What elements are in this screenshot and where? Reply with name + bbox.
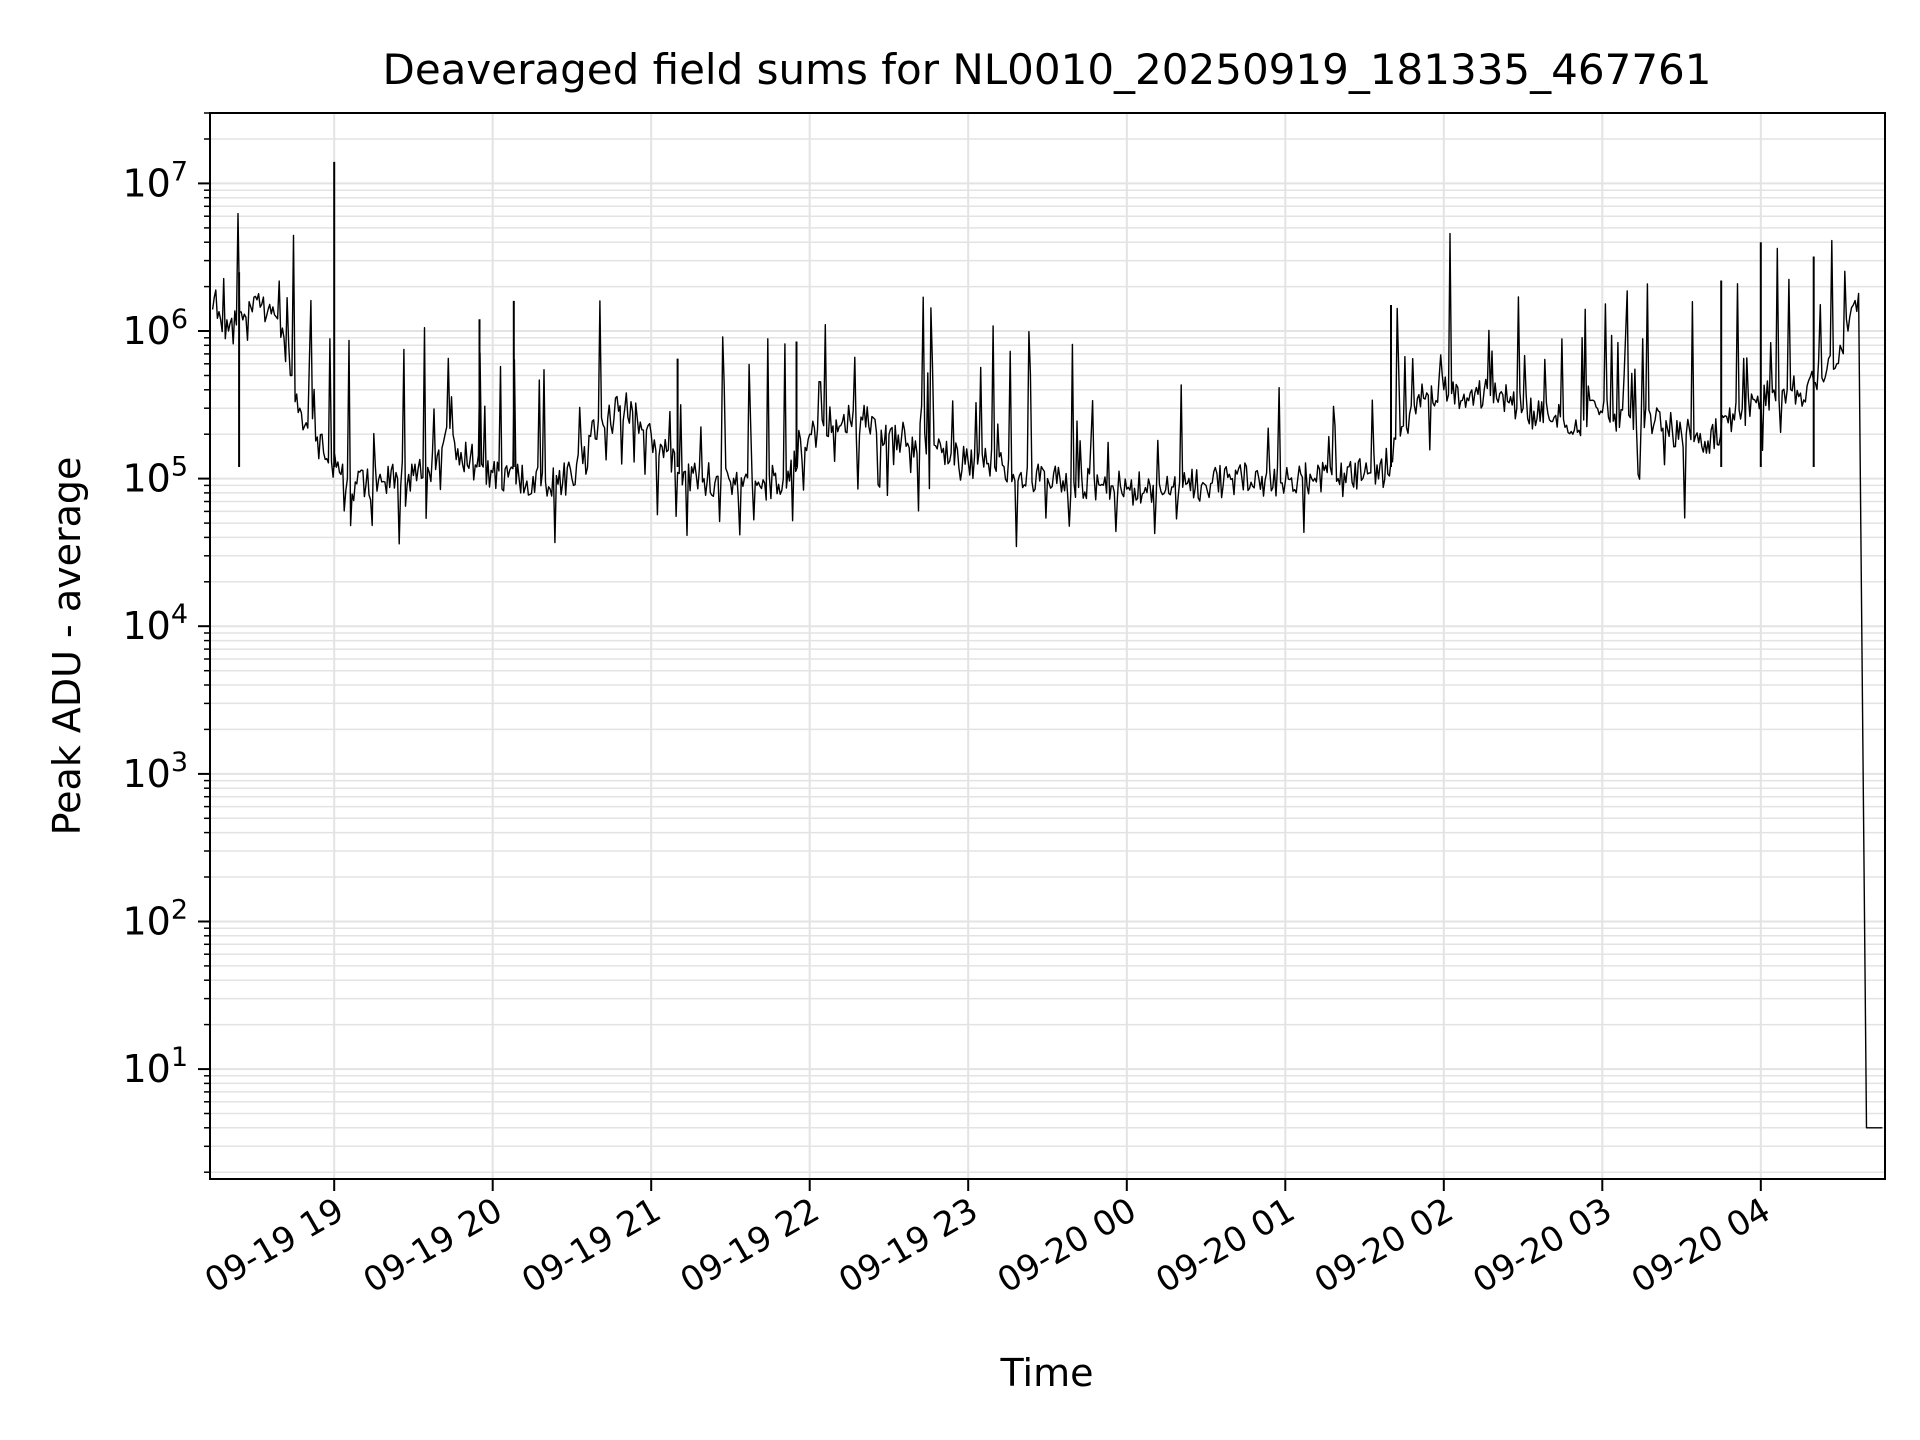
y-tick-label: 107 xyxy=(122,156,188,205)
chart-title: Deaveraged field sums for NL0010_2025091… xyxy=(383,45,1712,94)
y-tick-label: 102 xyxy=(122,895,188,944)
series-line xyxy=(211,212,1883,1129)
y-tick-label: 105 xyxy=(122,452,188,501)
grid xyxy=(210,112,1885,1179)
y-tick-label: 106 xyxy=(122,304,188,353)
y-tick-label: 103 xyxy=(122,747,188,796)
plot-area-frame xyxy=(209,112,1886,1180)
y-tick-label: 104 xyxy=(122,599,188,648)
y-tick-label: 101 xyxy=(122,1042,188,1091)
y-axis-label: Peak ADU - average xyxy=(45,457,89,836)
data-layer xyxy=(211,161,1883,1129)
x-axis-label: Time xyxy=(1000,1351,1094,1395)
